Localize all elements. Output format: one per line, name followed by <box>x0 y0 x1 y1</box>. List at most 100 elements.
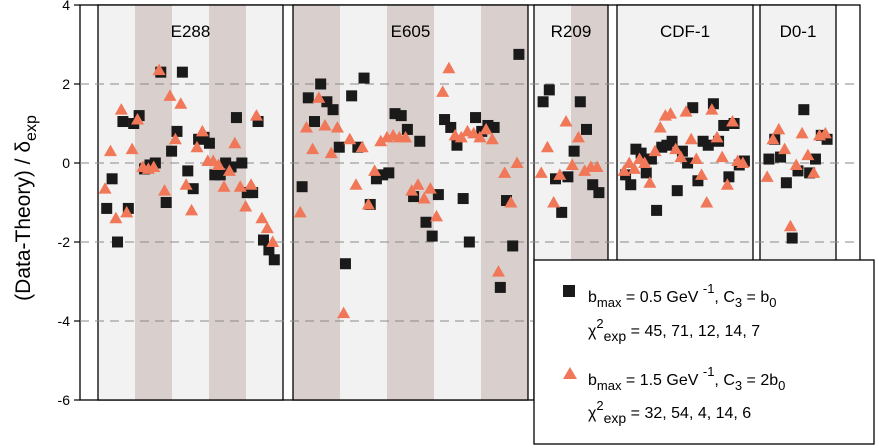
point-series2-D0-1-10 <box>818 126 832 139</box>
y-tick-label--2: -2 <box>58 234 71 250</box>
point-series2-CDF-1-23 <box>736 156 750 168</box>
point-series2-E288-18 <box>195 124 209 137</box>
point-series1-E605-34 <box>507 240 519 252</box>
point-series1-E288-16 <box>187 183 199 195</box>
point-series1-R209-8 <box>587 179 599 191</box>
y-axis-title: (Data-Theory) / δexp <box>12 115 40 301</box>
point-series2-E288-17 <box>190 140 204 153</box>
point-series2-D0-1-6 <box>795 126 809 139</box>
band-E288-0 <box>98 5 136 400</box>
point-series1-CDF-1-3 <box>635 147 647 159</box>
point-series2-CDF-1-10 <box>669 142 683 155</box>
point-series2-E605-12 <box>368 164 382 176</box>
point-series2-CDF-1-17 <box>705 103 719 115</box>
point-series2-E605-32 <box>491 265 505 277</box>
point-series1-E605-31 <box>488 121 500 133</box>
point-series1-E288-13 <box>171 125 183 137</box>
point-series1-E605-35 <box>513 48 525 60</box>
point-series1-E605-1 <box>302 92 314 104</box>
point-series1-E288-14 <box>176 66 188 78</box>
point-series1-CDF-1-20 <box>723 171 735 183</box>
experiment-label-CDF-1: CDF-1 <box>660 22 710 41</box>
point-series2-E605-2 <box>306 142 320 155</box>
point-series2-CDF-1-19 <box>715 150 729 163</box>
point-series2-E605-23 <box>436 85 450 97</box>
point-series2-E605-1 <box>299 120 313 133</box>
point-series1-E288-11 <box>160 197 172 208</box>
point-series2-E288-28 <box>249 109 263 121</box>
point-series2-D0-1-5 <box>789 158 803 170</box>
point-series1-E605-20 <box>420 216 432 228</box>
point-series1-E605-24 <box>445 121 457 133</box>
point-series1-CDF-1-1 <box>625 179 637 191</box>
point-series2-E605-33 <box>498 166 512 178</box>
experiment-label-E288: E288 <box>171 22 211 41</box>
point-series1-R209-4 <box>562 171 574 183</box>
point-series2-D0-1-1 <box>766 132 780 145</box>
legend-box <box>533 259 875 445</box>
point-series2-E288-31 <box>266 235 280 247</box>
point-series1-E288-31 <box>268 254 280 266</box>
point-series2-E605-34 <box>504 196 518 208</box>
point-series2-R209-3 <box>553 168 567 180</box>
point-series2-CDF-1-14 <box>689 152 703 165</box>
point-series1-E605-14 <box>383 167 395 179</box>
point-series2-E605-22 <box>430 209 444 222</box>
point-series2-E605-6 <box>330 120 344 133</box>
point-series2-CDF-1-4 <box>638 156 652 168</box>
point-series2-CDF-1-7 <box>653 120 667 133</box>
point-series1-E605-6 <box>333 141 345 153</box>
point-series1-E288-1 <box>106 173 118 185</box>
point-series1-E288-25 <box>236 157 248 169</box>
point-series2-E605-28 <box>467 126 481 139</box>
point-series1-CDF-1-14 <box>692 175 704 187</box>
panel-E288 <box>97 4 284 401</box>
point-series2-CDF-1-15 <box>695 168 709 180</box>
point-series2-E605-8 <box>343 132 357 145</box>
point-series2-E288-5 <box>125 142 139 155</box>
point-series1-E605-33 <box>501 195 513 207</box>
point-series2-CDF-1-20 <box>720 178 734 190</box>
band-E288-2 <box>172 5 210 400</box>
point-series2-CDF-1-2 <box>627 162 641 174</box>
point-series2-E605-11 <box>361 197 375 210</box>
point-series1-E288-29 <box>257 234 269 246</box>
legend-chi2-series2: χ2exp = 32, 54, 4, 14, 6 <box>588 398 751 426</box>
point-series1-D0-1-4 <box>786 232 798 244</box>
point-series2-CDF-1-9 <box>664 107 678 119</box>
point-series2-E605-4 <box>318 118 332 131</box>
point-series2-E288-23 <box>222 164 236 176</box>
point-series1-E605-8 <box>346 90 358 102</box>
legend-marker-series1 <box>563 285 575 297</box>
band-E288-3 <box>209 5 247 400</box>
point-series2-E288-3 <box>114 103 128 115</box>
point-series2-CDF-1-13 <box>684 132 698 145</box>
point-series2-D0-1-0 <box>760 170 774 182</box>
point-series1-CDF-1-10 <box>671 185 683 197</box>
point-series2-R209-7 <box>578 164 592 176</box>
point-series1-E605-13 <box>377 169 389 181</box>
point-series2-E605-10 <box>355 140 369 153</box>
point-series1-E605-3 <box>315 78 327 90</box>
point-series2-E605-19 <box>411 178 425 190</box>
point-series1-D0-1-7 <box>804 167 816 179</box>
point-series2-CDF-1-5 <box>643 176 657 188</box>
band-E605-1 <box>340 5 388 400</box>
point-series2-E605-29 <box>473 130 487 143</box>
point-series2-E605-13 <box>374 134 388 147</box>
point-series1-R209-6 <box>574 96 586 108</box>
point-series1-E605-2 <box>308 116 320 128</box>
point-series2-E288-2 <box>109 211 123 224</box>
point-series2-CDF-1-18 <box>710 130 724 143</box>
point-series2-CDF-1-6 <box>648 144 662 157</box>
point-series2-R209-1 <box>540 140 554 153</box>
point-series2-E605-21 <box>423 182 437 194</box>
point-series2-R209-6 <box>571 130 585 143</box>
legend-marker-series2 <box>563 367 577 379</box>
point-series1-CDF-1-9 <box>666 135 678 147</box>
point-series2-E288-6 <box>131 113 145 125</box>
point-series1-CDF-1-19 <box>718 119 730 131</box>
point-series2-CDF-1-16 <box>700 196 714 208</box>
point-series1-E605-9 <box>352 141 364 153</box>
point-series1-E288-12 <box>166 145 178 157</box>
